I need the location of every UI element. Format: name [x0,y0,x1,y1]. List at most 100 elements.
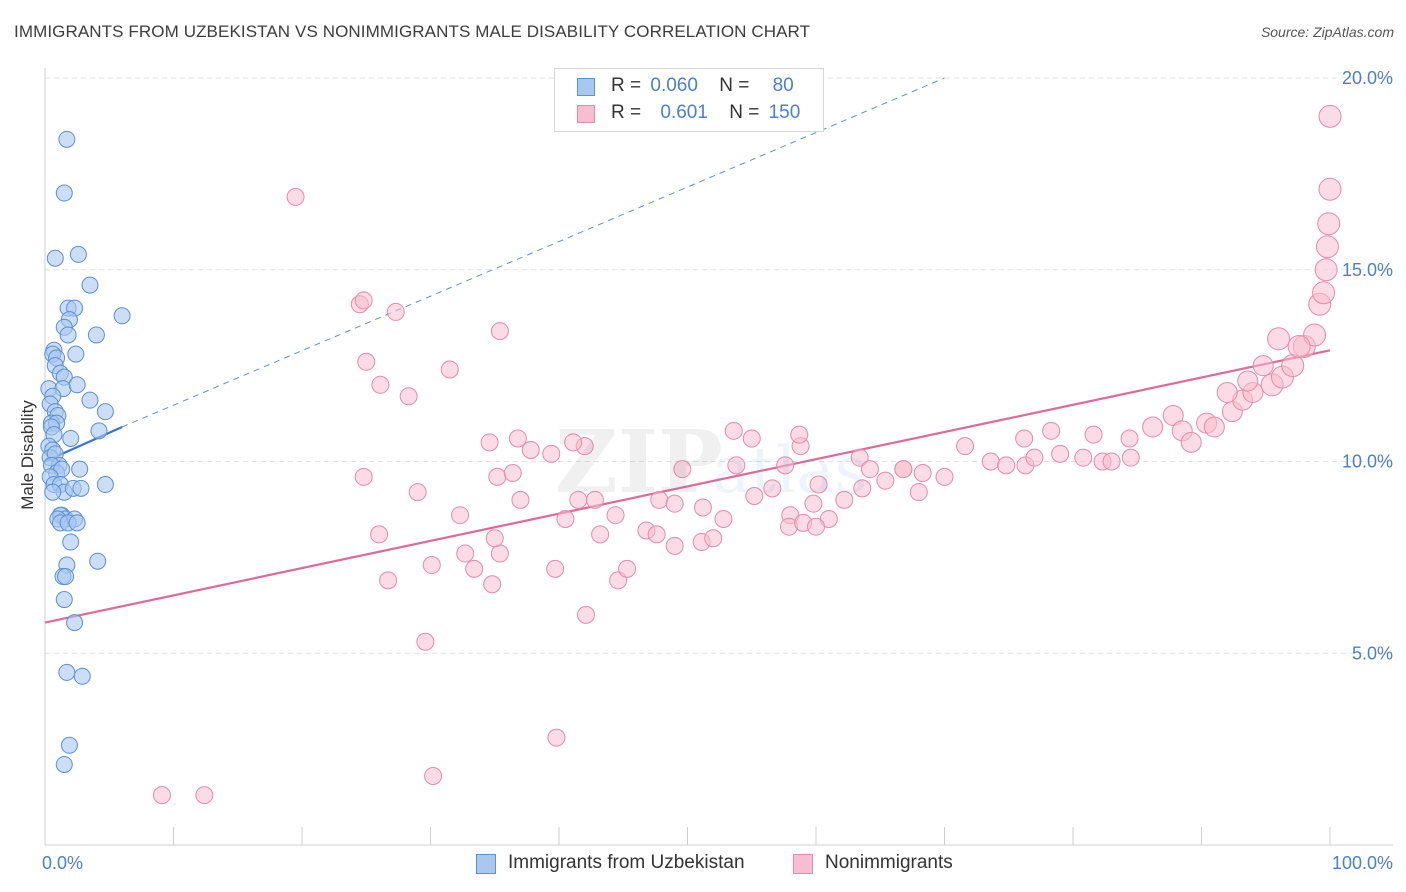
y-axis-label: Male Disability [18,400,37,510]
uzbekistan-point [58,130,76,148]
nonimmigrant-point [727,456,746,475]
nonimmigrant-point [704,529,723,548]
nonimmigrant-point [1025,448,1044,467]
nonimmigrant-point [576,605,595,624]
nonimmigrant-point [1314,258,1338,282]
uzbekistan-point [90,422,108,440]
nonimmigrant-point [152,786,171,805]
nonimmigrant-point [1216,381,1238,403]
nonimmigrant-point [763,479,782,498]
nonimmigrant-point [935,467,954,486]
nonimmigrant-point [521,440,540,459]
nonimmigrant-point [1051,444,1070,463]
y-tick-label: 15.0% [1342,260,1393,280]
nonimmigrant-point [416,632,435,651]
nonimmigrant-point [742,429,761,448]
nonimmigrant-point [511,490,530,509]
watermark-main: ZIP [555,412,723,513]
nonimmigrant-point [1203,416,1225,438]
legend-r-label: R = [611,102,642,123]
source-label: Source: ZipAtlas.com [1260,24,1394,40]
legend-n-value: 150 [768,102,801,123]
nonimmigrant-point [483,575,502,594]
nonimmigrant-point [1042,421,1061,440]
legend-n-value: 80 [772,75,794,96]
nonimmigrant-point [809,475,828,494]
nonimmigrant-point [804,494,823,513]
uzbekistan-point [55,591,73,609]
uzbekistan-point [96,403,114,421]
x-tick-label: 0.0% [42,853,83,873]
nonimmigrant-point [1267,327,1291,351]
nonimmigrant-point [195,786,214,805]
series-legend: Immigrants from Uzbekistan Nonimmigrants [0,852,1406,878]
nonimmigrant-point [1312,281,1336,305]
uzbekistan-point [62,533,80,551]
nonimmigrant-point [488,467,507,486]
legend-r-value: 0.060 [650,75,698,96]
uzbekistan-point [71,460,89,478]
uzbekistan-point [96,476,114,494]
uzbekistan-point [46,249,64,267]
nonimmigrant-point [490,544,509,563]
watermark: ZIP atlas [555,412,867,513]
nonimmigrant-point [835,490,854,509]
nonimmigrant-trend-line [44,349,1331,624]
y-tick-label: 20.0% [1342,68,1393,88]
uzbekistan-point [62,429,80,447]
nonimmigrant-point [1315,235,1339,259]
nonimmigrant-point [508,429,527,448]
nonimmigrant-point [1317,212,1341,236]
uzbekistan-point [81,276,99,294]
nonimmigrant-point [564,433,583,452]
uzbekistan-point [113,307,131,325]
uzbekistan-point [44,483,62,501]
nonimmigrant-point [1084,425,1103,444]
legend-swatch-pink [577,105,595,123]
legend-swatch-blue [476,854,496,874]
nonimmigrant-point [807,517,825,536]
tick-labels: 5.0% 10.0% 15.0% 20.0% 0.0% 100.0% [42,68,1393,873]
nonimmigrant-point [618,559,637,578]
nonimmigrant-point [850,448,869,467]
uzbekistan-point [87,326,105,344]
uzbekistan-point [72,479,90,497]
nonimmigrant-point [503,464,522,483]
nonimmigrant-point [1252,355,1274,377]
nonimmigrant-point [424,766,443,785]
uzbekistan-point [89,552,107,570]
nonimmigrant-point [1318,177,1342,201]
nonimmigrant-point [465,559,484,578]
uzbekistan-point [73,667,91,685]
nonimmigrant-point [860,460,879,479]
nonimmigrant-point [665,536,684,555]
nonimmigrant-point [894,460,913,479]
legend-label: Immigrants from Uzbekistan [508,852,745,873]
x-tick-label: 100.0% [1332,853,1393,873]
uzbekistan-point [68,376,86,394]
legend-swatch-pink [793,854,813,874]
nonimmigrant-point [1237,370,1259,392]
nonimmigrant-point [1281,354,1305,378]
legend-swatch-blue [577,78,595,96]
watermark-sub: atlas [712,434,867,508]
nonimmigrant-point [399,387,418,406]
legend-r-label: R = [611,75,642,96]
nonimmigrant-point [745,487,764,506]
nonimmigrant-point [997,456,1016,475]
nonimmigrant-point [546,559,565,578]
nonimmigrant-point [1303,323,1327,347]
nonimmigrant-point [673,460,692,479]
trend-lines [44,77,1331,624]
uzbekistan-point [55,755,73,773]
uzbekistan-point [68,514,86,532]
nonimmigrant-point [547,728,566,747]
uzbekistan-trend-extension [121,77,945,428]
uzbekistan-point [81,391,99,409]
nonimmigrant-point [371,375,390,394]
nonimmigrant-point [451,506,470,525]
nonimmigrant-point [354,291,373,310]
nonimmigrant-point [913,464,932,483]
gridlines [45,77,1393,654]
